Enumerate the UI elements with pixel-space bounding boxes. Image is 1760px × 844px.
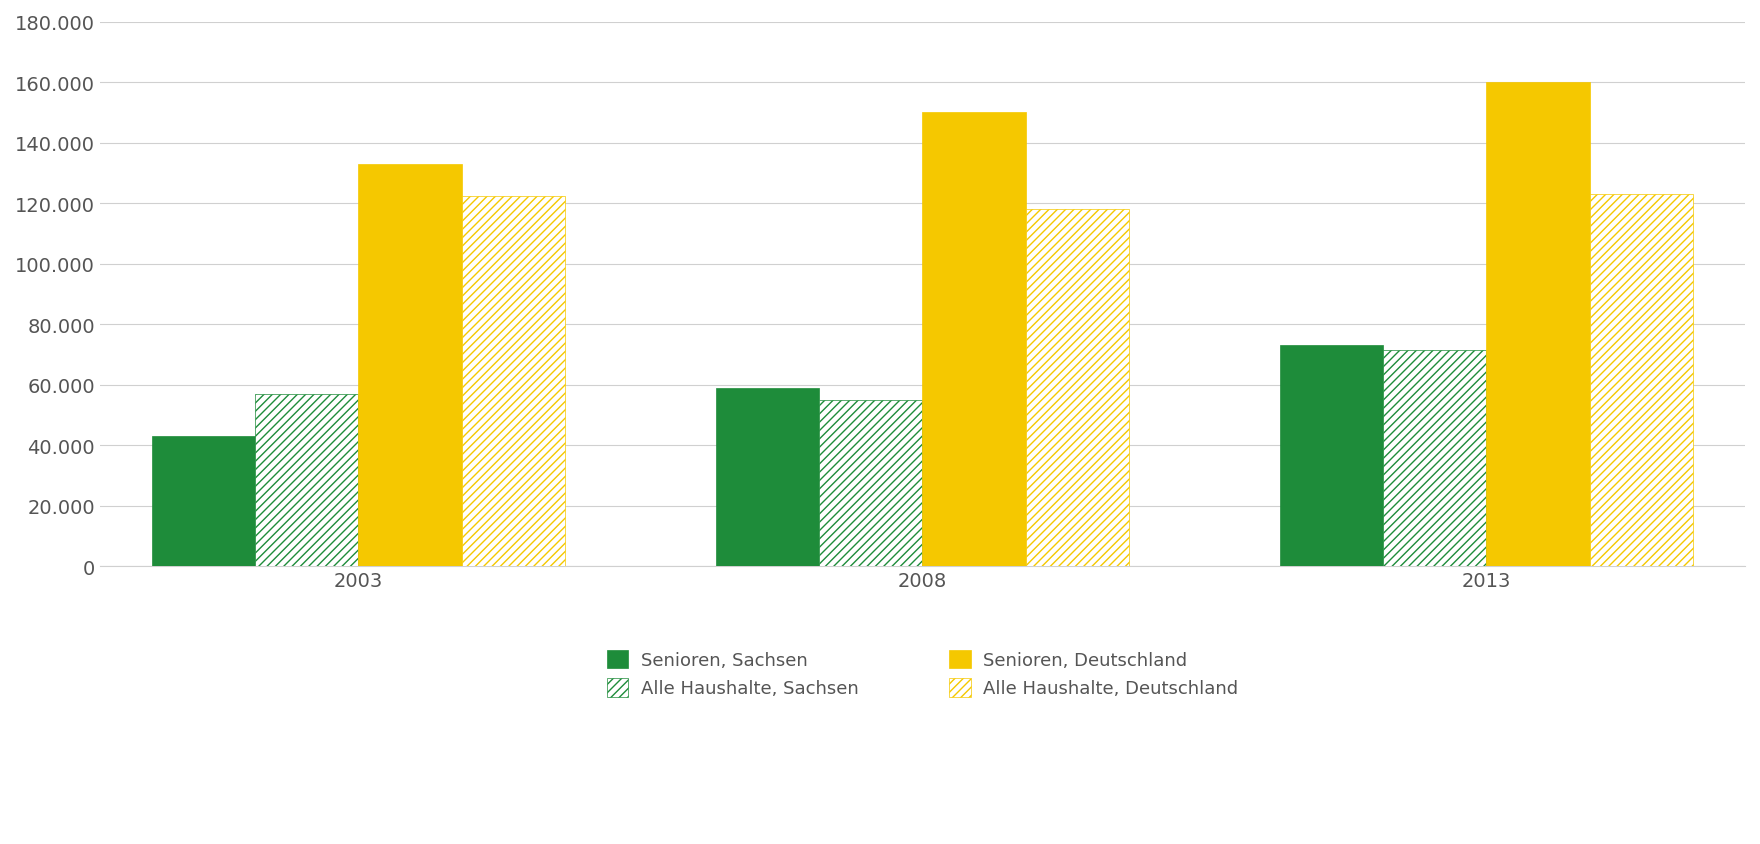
Bar (818, 400, 922, 566)
Bar (1280, 346, 1383, 566)
Bar (1589, 195, 1693, 566)
Bar (461, 197, 565, 566)
Bar (151, 436, 255, 566)
Bar (1487, 83, 1589, 566)
Bar (255, 394, 359, 566)
Bar (1383, 350, 1487, 566)
Bar (359, 165, 461, 566)
Legend: Senioren, Sachsen, Alle Haushalte, Sachsen, Senioren, Deutschland, Alle Haushalt: Senioren, Sachsen, Alle Haushalte, Sachs… (598, 641, 1248, 706)
Bar (922, 113, 1026, 566)
Bar (1026, 210, 1130, 566)
Bar (716, 388, 818, 566)
